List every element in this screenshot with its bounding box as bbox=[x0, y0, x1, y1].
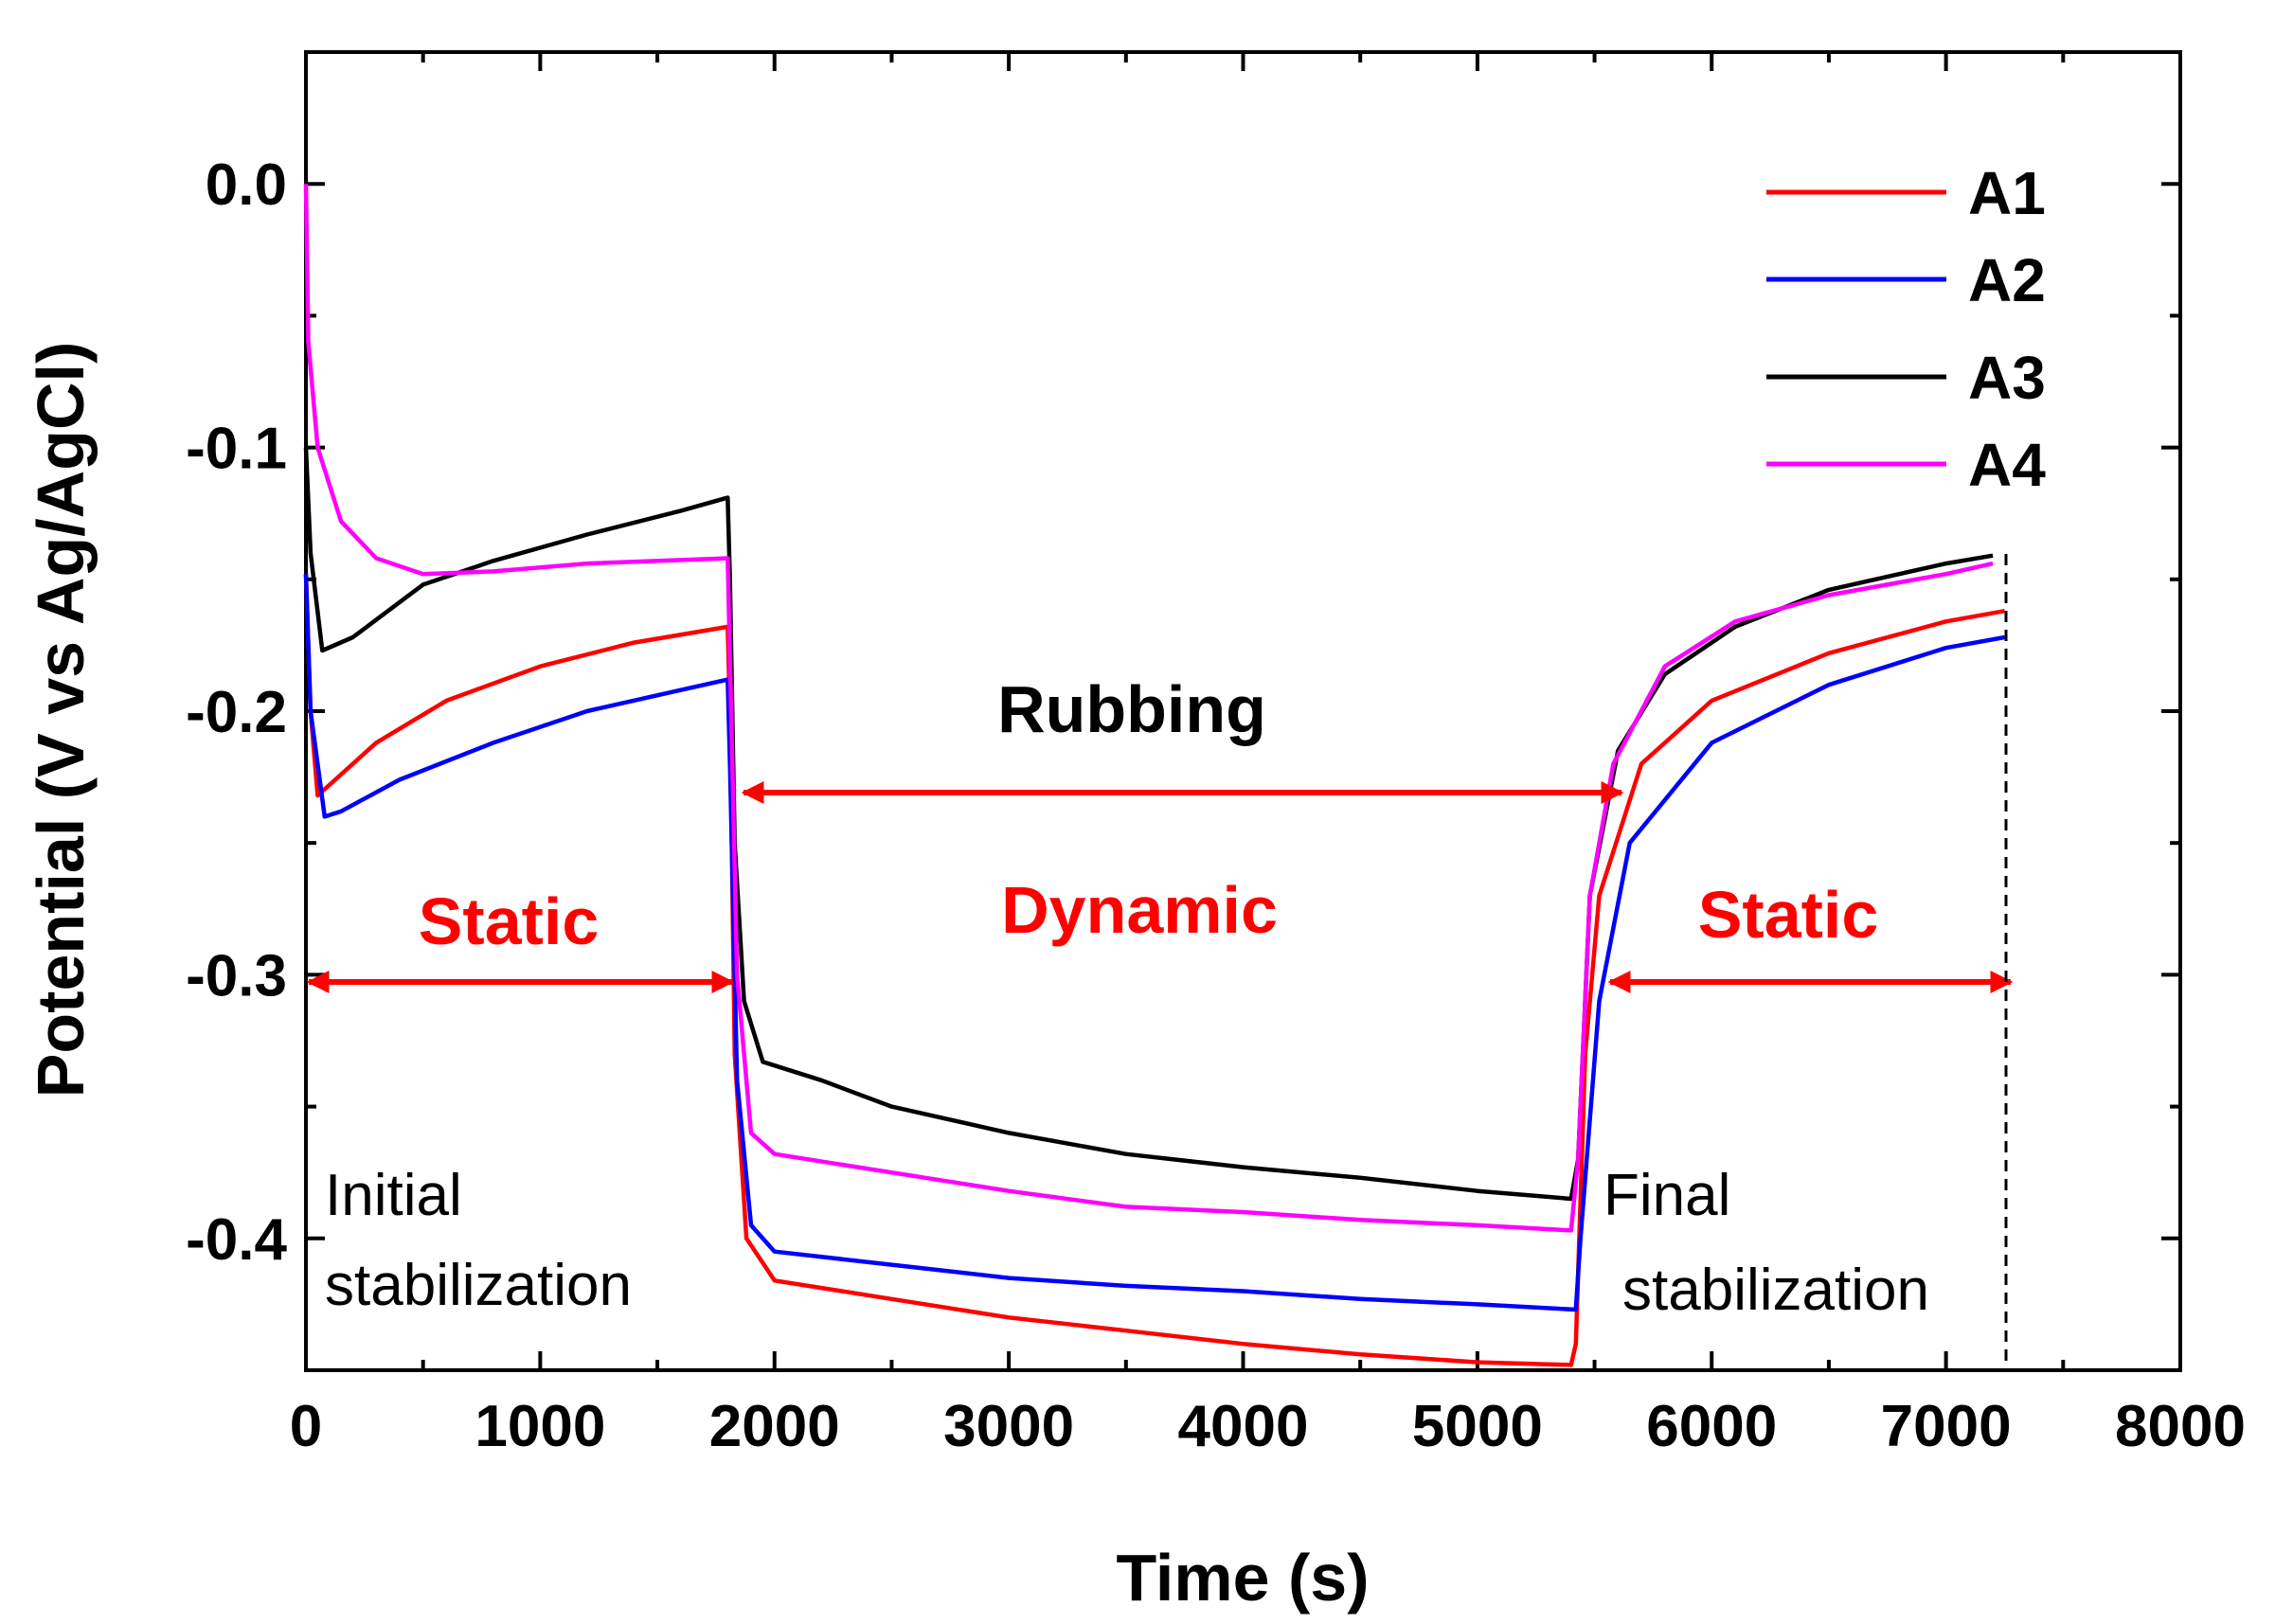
series-line-a3 bbox=[303, 447, 1994, 1202]
axis-ticks: 0 1000 2000 3000 4000 5000 6000 7000 8000 0.0 -0.1… bbox=[186, 50, 2246, 1459]
annotation-final-line1: Final bbox=[1603, 1163, 1730, 1228]
x-tick-label: 1000 bbox=[475, 1394, 605, 1459]
x-tick-label: 0 bbox=[290, 1394, 322, 1459]
legend-label-a2: A2 bbox=[1968, 246, 2046, 314]
x-axis-title: Time (s) bbox=[1116, 1541, 1369, 1615]
annotation-dynamic: Dynamic bbox=[1001, 873, 1278, 947]
legend-label-a3: A3 bbox=[1968, 344, 2046, 412]
annotation-rubbing: Rubbing bbox=[997, 672, 1266, 746]
x-tick-label: 8000 bbox=[2115, 1394, 2246, 1459]
series-line-a2 bbox=[303, 574, 2005, 1312]
legend: A1 A2 A3 A4 bbox=[1766, 159, 2046, 499]
legend-label-a1: A1 bbox=[1968, 159, 2046, 227]
x-tick-label: 5000 bbox=[1412, 1394, 1543, 1459]
x-tick-label: 3000 bbox=[943, 1394, 1074, 1459]
x-tick-label: 2000 bbox=[709, 1394, 840, 1459]
annotation-initial-line1: Initial bbox=[325, 1163, 462, 1228]
series-layer bbox=[303, 184, 2005, 1367]
legend-label-a4: A4 bbox=[1968, 431, 2046, 499]
annotation-static-left: Static bbox=[419, 884, 600, 958]
x-tick-label: 4000 bbox=[1178, 1394, 1309, 1459]
x-tick-label: 7000 bbox=[1881, 1394, 2012, 1459]
y-tick-label: 0.0 bbox=[206, 152, 287, 218]
x-tick-label: 6000 bbox=[1646, 1394, 1777, 1459]
series-line-a1 bbox=[303, 574, 2005, 1367]
y-axis-title: Potential (V vs Ag/AgCl) bbox=[24, 342, 98, 1098]
annotation-initial-line2: stabilization bbox=[325, 1253, 632, 1318]
series-line-a4 bbox=[303, 184, 1994, 1233]
y-tick-label: -0.2 bbox=[186, 680, 287, 745]
annotation-static-right: Static bbox=[1698, 878, 1879, 952]
y-tick-label: -0.1 bbox=[186, 417, 287, 482]
y-tick-label: -0.3 bbox=[186, 943, 287, 1008]
annotation-final-line2: stabilization bbox=[1622, 1258, 1929, 1323]
y-tick-label: -0.4 bbox=[186, 1207, 287, 1273]
